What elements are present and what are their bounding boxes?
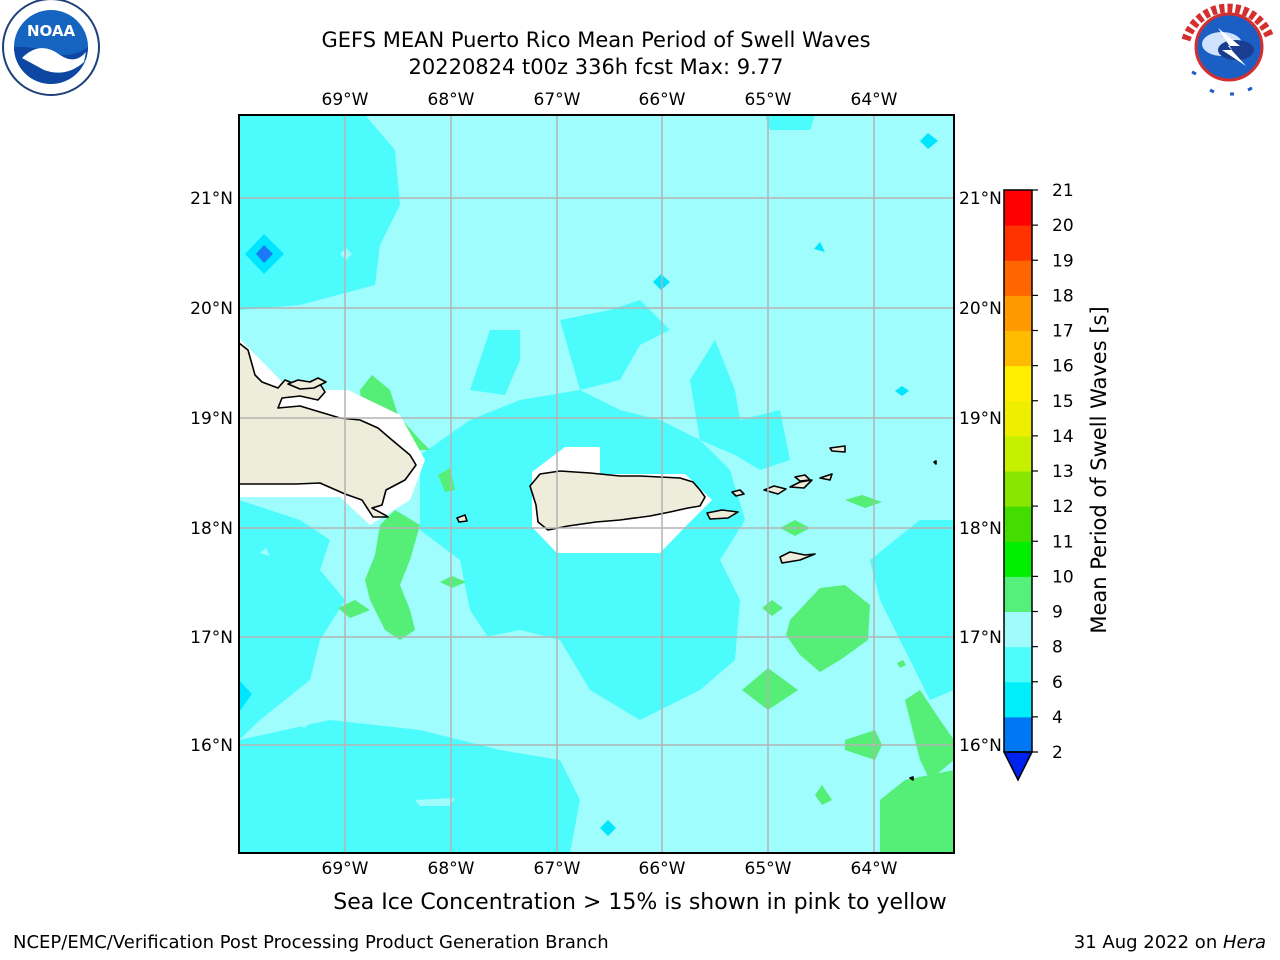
noaa-logo-text: NOAA [27,22,76,40]
lat-label-right: 21°N [959,189,1002,209]
lat-label-left: 21°N [190,189,233,209]
colorbar-label: 13 [1052,462,1074,482]
colorbar-segment [1004,365,1032,402]
sea-ice-note: Sea Ice Concentration > 15% is shown in … [333,890,947,915]
colorbar-segment [1004,576,1032,612]
lon-label-bottom: 68°W [428,859,475,879]
lat-label-left: 20°N [190,299,233,319]
lat-label-left: 19°N [190,409,233,429]
colorbar-label: 16 [1052,357,1074,377]
colorbar-label: 9 [1052,603,1063,623]
colorbar-segment [1004,541,1032,577]
colorbar-label: 17 [1052,322,1074,342]
latitude-labels-right: 21°N 20°N 19°N 18°N 17°N 16°N [959,189,1002,756]
colorbar-segment [1004,400,1032,437]
map-subtitle-run-info: 20220824 t00z 336h fcst Max: 9.77 [408,55,784,79]
colorbar-title: Mean Period of Swell Waves [s] [1087,306,1111,633]
colorbar-label: 14 [1052,427,1074,447]
mona-island [456,514,468,523]
vieques-island [706,509,739,520]
colorbar-label: 2 [1052,743,1063,763]
colorbar-segment [1004,435,1032,472]
colorbar-segment [1004,506,1032,542]
virgin-islands [763,445,846,495]
colorbar-label: 15 [1052,392,1074,412]
lon-label-top: 67°W [534,90,581,110]
lon-label-top: 69°W [322,90,369,110]
lon-label-bottom: 64°W [851,859,898,879]
map-title: GEFS MEAN Puerto Rico Mean Period of Swe… [321,28,871,52]
colorbar-extend-triangle [1002,751,1034,782]
colorbar-label: 20 [1052,216,1074,236]
lon-label-bottom: 65°W [745,859,792,879]
longitude-labels-top: 69°W 68°W 67°W 66°W 65°W 64°W [322,90,898,110]
colorbar-segment [1004,681,1032,718]
colorbar-label: 10 [1052,567,1074,587]
nws-logo [1181,0,1277,96]
footer-date-text: 31 Aug 2022 on [1073,932,1223,953]
colorbar-segment [1004,190,1032,226]
lat-label-left: 17°N [190,628,233,648]
lon-label-top: 66°W [639,90,686,110]
colorbar-segment [1004,225,1032,261]
colorbar-segment [1004,471,1032,507]
lon-label-top: 64°W [851,90,898,110]
lon-label-bottom: 66°W [639,859,686,879]
culebra-island [731,489,745,497]
gonave-island [287,377,327,390]
colorbar-label: 4 [1052,708,1063,728]
colorbar-label: 11 [1052,532,1074,552]
footer-branch-credit: NCEP/EMC/Verification Post Processing Pr… [13,932,609,953]
lat-label-right: 17°N [959,628,1002,648]
colorbar-label: 19 [1052,251,1074,271]
lon-label-bottom: 67°W [534,859,581,879]
colorbar-segment [1004,646,1032,683]
swell-period-2-4-region [256,245,273,263]
colorbar-segment [1004,330,1032,367]
map-plot-area [239,115,954,853]
map-frame [238,114,955,854]
footer-date: 31 Aug 2022 on Hera [1074,932,1266,953]
lon-label-top: 65°W [745,90,792,110]
lat-label-right: 19°N [959,409,1002,429]
lat-label-left: 18°N [190,519,233,539]
colorbar-label: 21 [1052,181,1074,201]
lon-label-top: 68°W [428,90,475,110]
map-gridlines [239,115,954,853]
footer-machine-name: Hera [1222,932,1266,953]
noaa-logo: NOAA [2,0,100,96]
colorbar-segment [1004,611,1032,648]
st-croix-island [779,551,816,564]
colorbar-segment [1004,260,1032,296]
colorbar-segment [1004,716,1032,753]
lat-label-right: 16°N [959,736,1002,756]
colorbar-label: 6 [1052,673,1063,693]
colorbar-label: 18 [1052,286,1074,306]
latitude-labels-left: 21°N 20°N 19°N 18°N 17°N 16°N [190,189,233,756]
longitude-labels-bottom: 69°W 68°W 67°W 66°W 65°W 64°W [322,859,898,879]
colorbar: 2 4 6 8 9 10 11 12 13 14 15 16 17 18 19 20 21 [1002,181,1074,782]
lat-label-left: 16°N [190,736,233,756]
lon-label-bottom: 69°W [322,859,369,879]
colorbar-label: 8 [1052,638,1063,658]
colorbar-label: 12 [1052,497,1074,517]
lat-label-right: 20°N [959,299,1002,319]
colorbar-segment [1004,295,1032,331]
swell-period-9-10-region [338,375,954,853]
lat-label-right: 18°N [959,519,1002,539]
